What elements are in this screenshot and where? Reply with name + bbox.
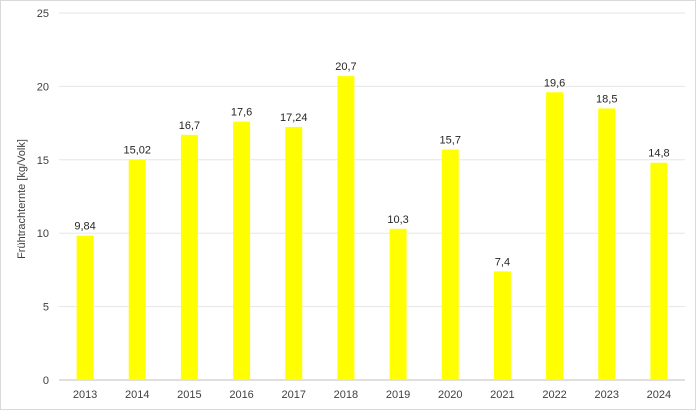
- data-label-2013: 9,84: [74, 221, 95, 233]
- bar-2019: [389, 228, 407, 380]
- data-label-2015: 16,7: [179, 120, 200, 132]
- data-label-2018: 20,7: [335, 61, 356, 73]
- bar-2023: [598, 108, 616, 381]
- y-tick-label: 25: [37, 8, 49, 20]
- y-axis-title: Frühtrachternte [kg/Volk]: [16, 139, 28, 259]
- data-label-2023: 18,5: [596, 93, 617, 105]
- x-tick-label: 2015: [177, 389, 201, 401]
- bar-2022: [546, 92, 564, 380]
- x-tick-label: 2021: [490, 389, 514, 401]
- gridlines: [59, 12, 685, 381]
- data-label-2022: 19,6: [544, 77, 565, 89]
- bar-2020: [441, 149, 459, 380]
- y-axis-ticks: 0 5 10 15 20 25: [37, 8, 49, 387]
- bar-2024: [650, 162, 668, 380]
- x-tick-label: 2020: [438, 389, 462, 401]
- x-tick-label: 2024: [647, 389, 671, 401]
- bars: [76, 76, 668, 381]
- y-tick-label: 15: [37, 155, 49, 167]
- x-tick-label: 2022: [542, 389, 566, 401]
- x-tick-label: 2016: [229, 389, 253, 401]
- x-tick-label: 2014: [125, 389, 149, 401]
- data-label-2019: 10,3: [387, 214, 408, 226]
- y-tick-label: 20: [37, 81, 49, 93]
- data-labels: 9,84 15,02 16,7 17,6 17,24 20,7 10,3 15,7 7,4 19,…: [74, 61, 669, 268]
- data-label-2016: 17,6: [231, 107, 252, 119]
- x-tick-label: 2018: [334, 389, 358, 401]
- bar-2014: [128, 159, 146, 380]
- x-tick-label: 2023: [595, 389, 619, 401]
- y-tick-label: 0: [43, 375, 49, 387]
- data-label-2020: 15,7: [440, 135, 461, 147]
- bar-2013: [76, 235, 94, 380]
- data-label-2017: 17,24: [280, 112, 308, 124]
- y-tick-label: 5: [43, 302, 49, 314]
- bar-2017: [285, 126, 303, 380]
- bar-2016: [233, 121, 251, 381]
- x-tick-label: 2013: [73, 389, 97, 401]
- x-axis-ticks: 2013 2014 2015 2016 2017 2018 2019 2020 2021 2022…: [73, 389, 671, 401]
- data-label-2024: 14,8: [648, 148, 669, 160]
- bar-2018: [337, 76, 355, 381]
- bar-2021: [493, 271, 511, 380]
- data-label-2014: 15,02: [123, 145, 151, 157]
- x-tick-label: 2019: [386, 389, 410, 401]
- x-tick-label: 2017: [282, 389, 306, 401]
- bar-2015: [180, 134, 198, 380]
- data-label-2021: 7,4: [495, 256, 510, 268]
- y-tick-label: 10: [37, 228, 49, 240]
